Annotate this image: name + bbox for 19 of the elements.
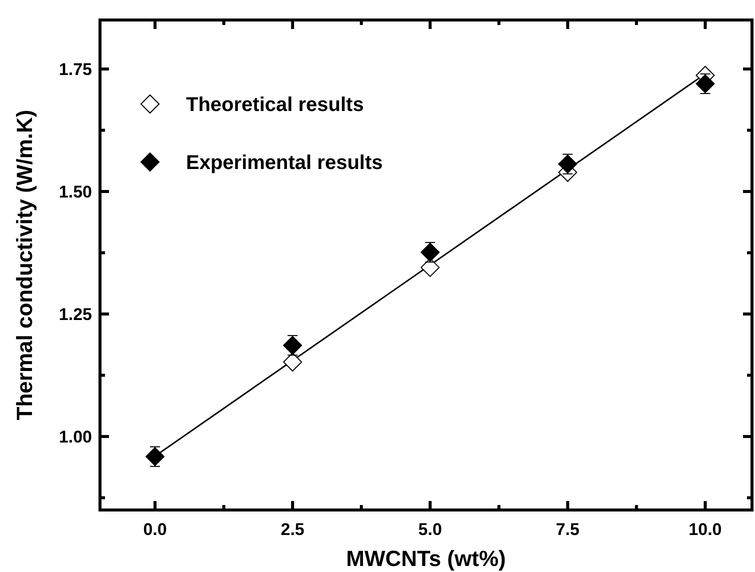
point: [283, 336, 302, 355]
legend-label: Experimental results: [186, 152, 383, 174]
y-tick-label: 1.25: [58, 305, 92, 324]
point: [283, 352, 302, 372]
x-tick-label: 10.0: [688, 520, 722, 539]
y-tick-label: 1.50: [58, 182, 92, 202]
y-tick-label: 1.00: [58, 428, 92, 446]
point: [420, 258, 440, 277]
point: [146, 447, 165, 466]
x-tick-label: 7.5: [556, 520, 580, 539]
x-tick-label: 5.0: [418, 520, 442, 539]
legend-label: Theoretical results: [186, 94, 364, 116]
point: [558, 154, 578, 174]
x-axis-title: MWCNTs (wt%): [346, 546, 506, 571]
x-tick-label: 2.5: [280, 520, 304, 539]
y-tick-label: 1.75: [58, 60, 92, 79]
y-axis-title: Thermal conductivity (W/m.K): [12, 110, 37, 420]
point: [420, 242, 440, 262]
x-tick-label: 0.0: [143, 520, 167, 539]
